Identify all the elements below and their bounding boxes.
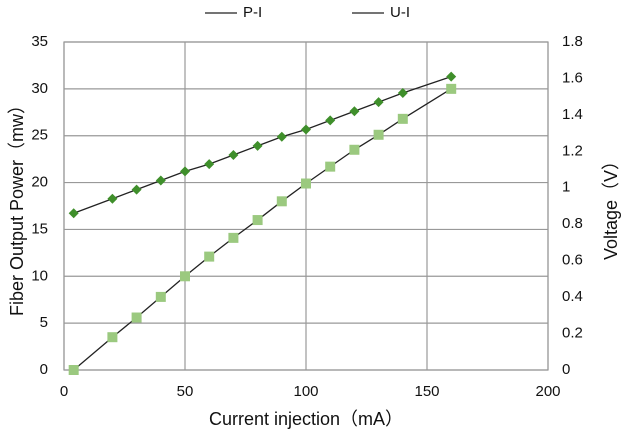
y-axis-title: Fiber Output Power（mw） bbox=[7, 96, 27, 316]
y-tick-label: 10 bbox=[31, 267, 48, 284]
marker bbox=[204, 159, 215, 170]
marker bbox=[131, 184, 142, 195]
y2-tick-label: 1.2 bbox=[562, 142, 583, 159]
marker bbox=[276, 196, 287, 207]
marker bbox=[68, 365, 79, 375]
marker bbox=[276, 131, 287, 142]
marker bbox=[228, 232, 239, 243]
marker bbox=[446, 83, 457, 94]
y2-tick-label: 0.4 bbox=[562, 288, 583, 305]
x-axis-title: Current injection（mA） bbox=[209, 409, 403, 429]
marker bbox=[204, 251, 215, 262]
y2-tick-label: 1.6 bbox=[562, 69, 583, 86]
marker bbox=[228, 149, 239, 160]
series-line bbox=[73, 76, 452, 214]
marker bbox=[180, 271, 190, 282]
marker bbox=[155, 291, 166, 302]
y-tick-label: 5 bbox=[40, 314, 48, 331]
marker bbox=[373, 97, 384, 108]
marker bbox=[373, 129, 384, 140]
marker bbox=[397, 88, 408, 99]
x-tick-label: 200 bbox=[535, 383, 560, 400]
y-tick-label: 30 bbox=[31, 80, 48, 97]
marker bbox=[301, 124, 311, 135]
y2-tick-label: 0 bbox=[562, 361, 570, 378]
x-tick-label: 150 bbox=[414, 383, 439, 400]
y2-axis-title: Voltage（V） bbox=[601, 152, 621, 260]
y2-tick-label: 0.2 bbox=[562, 325, 583, 342]
marker bbox=[301, 178, 311, 189]
y2-tick-label: 1.8 bbox=[562, 33, 583, 50]
marker bbox=[180, 166, 190, 177]
marker bbox=[349, 106, 360, 117]
marker bbox=[131, 312, 142, 323]
marker bbox=[107, 193, 118, 204]
y-tick-label: 20 bbox=[31, 174, 48, 191]
y2-tick-label: 0.6 bbox=[562, 252, 583, 269]
y2-tick-label: 1 bbox=[562, 179, 570, 196]
x-tick-label: 100 bbox=[293, 383, 318, 400]
marker bbox=[325, 161, 336, 172]
y-tick-label: 15 bbox=[31, 220, 48, 237]
marker bbox=[107, 332, 118, 343]
plot-border bbox=[63, 41, 549, 371]
marker bbox=[252, 140, 263, 151]
legend-label: P-I bbox=[243, 4, 262, 21]
y2-tick-label: 1.4 bbox=[562, 106, 583, 123]
x-tick-label: 0 bbox=[60, 383, 68, 400]
marker bbox=[325, 115, 336, 126]
marker bbox=[68, 208, 79, 219]
marker bbox=[446, 71, 457, 82]
y-tick-label: 35 bbox=[31, 33, 48, 50]
y2-tick-label: 0.8 bbox=[562, 215, 583, 232]
x-tick-label: 50 bbox=[177, 383, 194, 400]
y-tick-label: 25 bbox=[31, 127, 48, 144]
marker bbox=[252, 215, 263, 226]
marker bbox=[349, 144, 360, 155]
marker bbox=[155, 175, 166, 186]
legend-label: U-I bbox=[390, 4, 410, 21]
y-tick-label: 0 bbox=[40, 361, 48, 378]
marker bbox=[397, 113, 408, 124]
